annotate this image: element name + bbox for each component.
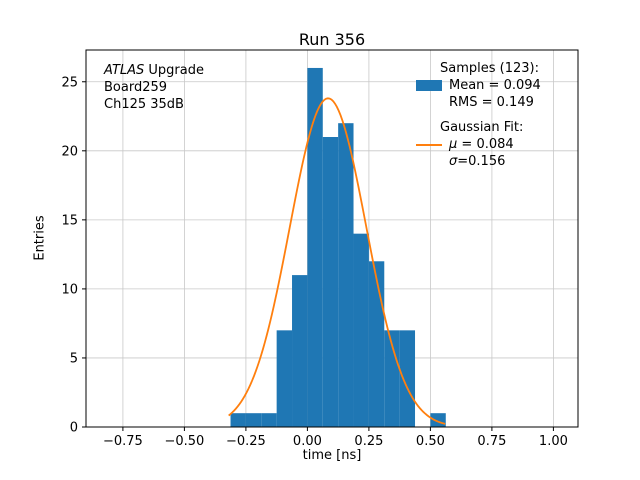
legend-mu-row: μ = 0.084 xyxy=(416,136,541,153)
histogram-bar xyxy=(384,330,400,427)
annotation-upgrade: Upgrade xyxy=(144,63,204,78)
x-tick-label: 0.25 xyxy=(354,434,383,449)
legend: Samples (123): Mean = 0.094 RMS = 0.149 … xyxy=(416,60,541,170)
x-tick-label: 0.75 xyxy=(477,434,506,449)
x-tick-label: 0.00 xyxy=(293,434,322,449)
x-tick-label: −0.25 xyxy=(226,434,266,449)
sigma-value: =0.156 xyxy=(457,154,506,169)
annotation-line-1: ATLAS Upgrade xyxy=(104,62,204,79)
legend-rms-label: RMS = 0.149 xyxy=(449,95,534,110)
legend-fit-header-label: Gaussian Fit: xyxy=(440,120,524,135)
y-tick-label: 15 xyxy=(61,213,78,228)
legend-rms-row: RMS = 0.149 xyxy=(416,94,541,111)
legend-sigma-row: σ=0.156 xyxy=(416,153,541,170)
annotation-line-2: Board259 xyxy=(104,80,168,95)
y-tick-label: 10 xyxy=(61,282,78,297)
y-tick-label: 20 xyxy=(61,144,78,159)
histogram-bar xyxy=(245,413,262,427)
histogram-bar xyxy=(276,330,293,427)
x-tick-label: −0.50 xyxy=(164,434,204,449)
x-tick-label: 1.00 xyxy=(539,434,568,449)
annotation-block: ATLAS Upgrade Board259 Ch125 35dB xyxy=(104,62,204,113)
y-tick-label: 25 xyxy=(61,75,78,90)
histogram-bar xyxy=(430,413,446,427)
legend-fit-header: Gaussian Fit: xyxy=(416,119,541,136)
fit-line-swatch-icon xyxy=(416,139,442,150)
histogram-swatch-icon xyxy=(416,80,442,91)
histogram-bar xyxy=(307,67,323,427)
legend-mu-label: μ = 0.084 xyxy=(449,136,514,153)
chart-title: Run 356 xyxy=(298,30,366,49)
legend-mean-label: Mean = 0.094 xyxy=(449,78,541,93)
x-axis-label: time [ns] xyxy=(302,448,362,463)
legend-empty-handle xyxy=(416,156,442,167)
legend-sigma-label: σ=0.156 xyxy=(449,153,505,170)
y-tick-label: 5 xyxy=(70,351,78,366)
legend-mean-row: Mean = 0.094 xyxy=(416,77,541,94)
y-tick-label: 0 xyxy=(70,421,78,436)
histogram-bar xyxy=(322,137,339,427)
y-axis-label: Entries xyxy=(32,215,48,261)
annotation-line-3: Ch125 35dB xyxy=(104,97,184,112)
legend-samples-header-label: Samples (123): xyxy=(440,61,539,76)
gaussian-curve xyxy=(228,97,446,425)
axes-frame xyxy=(85,49,579,428)
legend-samples-header: Samples (123): xyxy=(416,60,541,77)
histogram-bar xyxy=(338,123,354,427)
annotation-atlas: ATLAS xyxy=(104,63,145,78)
histogram-bar xyxy=(292,275,308,427)
histogram-bar xyxy=(368,261,385,427)
mu-value: = 0.084 xyxy=(457,137,514,152)
histogram-bar xyxy=(261,413,277,427)
histogram-bar xyxy=(230,413,246,427)
x-tick-label: −0.75 xyxy=(103,434,143,449)
histogram-bar xyxy=(399,330,416,427)
x-tick-label: 0.50 xyxy=(416,434,445,449)
histogram-bar xyxy=(353,233,369,427)
legend-empty-handle xyxy=(416,97,442,108)
sigma-symbol: σ xyxy=(449,154,458,169)
mu-symbol: μ xyxy=(449,137,458,152)
